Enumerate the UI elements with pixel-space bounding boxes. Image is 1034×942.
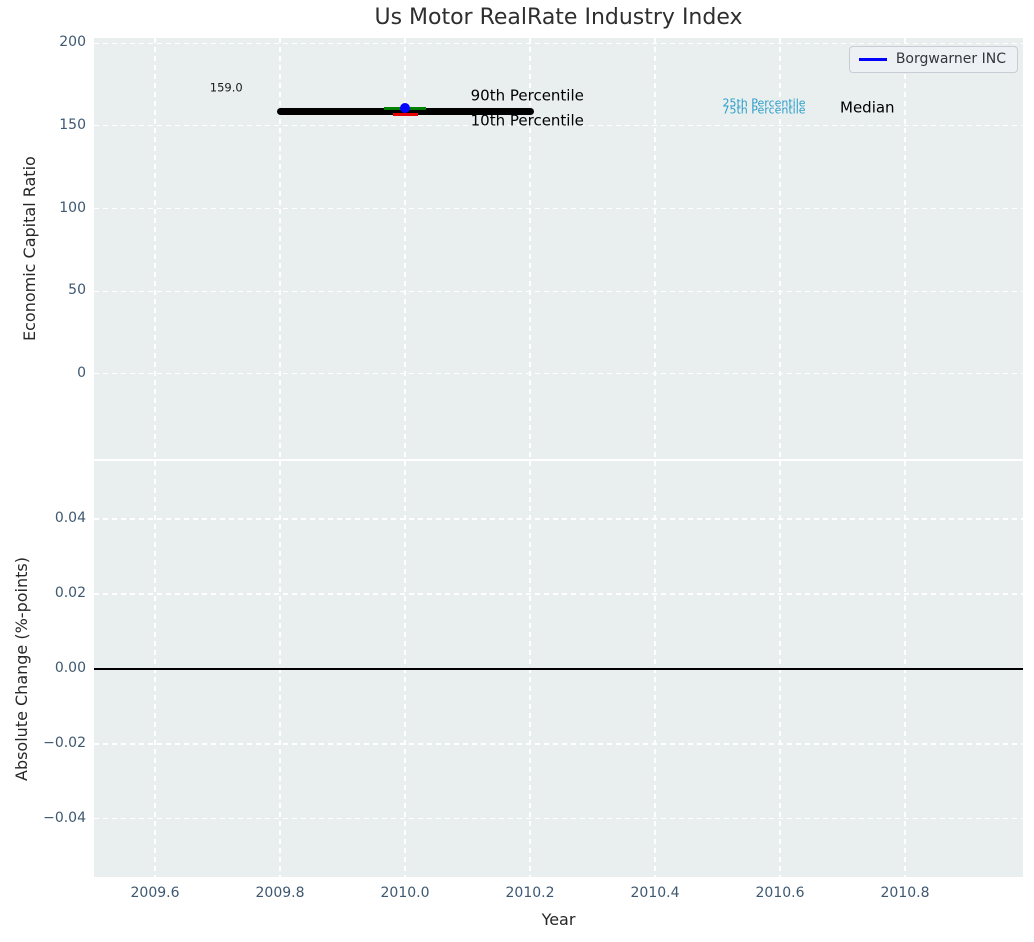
gridline-y-0.04	[94, 518, 1023, 520]
y-tick-label: 50	[68, 282, 86, 299]
annotation-10th-percentile: 10th Percentile	[470, 110, 584, 129]
legend: Borgwarner INC	[848, 46, 1018, 73]
annotation-90th-percentile: 90th Percentile	[470, 86, 584, 105]
top-axes: 159.0 90th Percentile 10th Percentile 25th …	[94, 38, 1023, 459]
gridline-x-2010.6	[779, 38, 781, 459]
gridline-y-150	[94, 125, 1023, 127]
gridline-x-2010.2	[529, 38, 531, 459]
x-axis-label: Year	[541, 910, 576, 929]
x-tick-label: 2010.8	[880, 885, 930, 901]
y-tick-label: 0	[77, 364, 86, 381]
y-tick-label: 200	[59, 34, 86, 51]
y-tick-label: −0.02	[43, 734, 86, 751]
gridline-y-100	[94, 207, 1023, 210]
gridline-y-50	[94, 290, 1023, 292]
x-tick-label: 2010.0	[380, 885, 430, 901]
data-point-marker-borgwarner-inc	[400, 103, 410, 114]
y-tick-label: 150	[59, 116, 86, 133]
y-tick-label: 0.04	[54, 510, 86, 527]
x-tick-label: 2009.6	[130, 885, 180, 901]
annotation-75th-percentile: 75th Percentile	[722, 103, 806, 117]
legend-line-swatch	[858, 57, 887, 61]
gridline-x-2010	[404, 38, 406, 459]
series-line-10th-percentile	[392, 112, 418, 116]
chart-title: Us Motor RealRate Industry Index	[374, 5, 743, 30]
bottom-axes	[94, 461, 1023, 877]
y-axis-label-top: Economic Capital Ratio	[20, 156, 39, 341]
y-tick-label: 0.02	[54, 585, 86, 602]
gridline-y--0.02	[94, 743, 1023, 745]
series-line-zero-line	[94, 668, 1023, 670]
gridline-x-2009.6	[154, 38, 156, 459]
y-tick-label: 100	[59, 199, 86, 216]
x-tick-label: 2010.6	[755, 885, 805, 901]
gridline-x-2010.4	[654, 38, 656, 459]
annotation-25th-percentile: 25th Percentile	[722, 96, 806, 110]
legend-label: Borgwarner INC	[895, 51, 1006, 67]
x-tick-label: 2010.4	[630, 885, 680, 901]
annotation-159-0: 159.0	[209, 80, 243, 95]
x-tick-label: 2010.2	[505, 885, 555, 901]
y-tick-label: 0.00	[54, 660, 86, 676]
gridline-y--0.04	[94, 818, 1023, 820]
x-tick-label: 2009.8	[255, 885, 305, 901]
gridline-x-2010.8	[904, 38, 906, 459]
annotation-median: Median	[840, 98, 895, 117]
gridline-y-0.02	[94, 593, 1023, 595]
y-tick-label: −0.04	[43, 809, 86, 826]
gridline-x-2009.8	[279, 38, 281, 459]
gridline-y-200	[94, 42, 1023, 44]
gridline-y-0	[94, 373, 1023, 375]
